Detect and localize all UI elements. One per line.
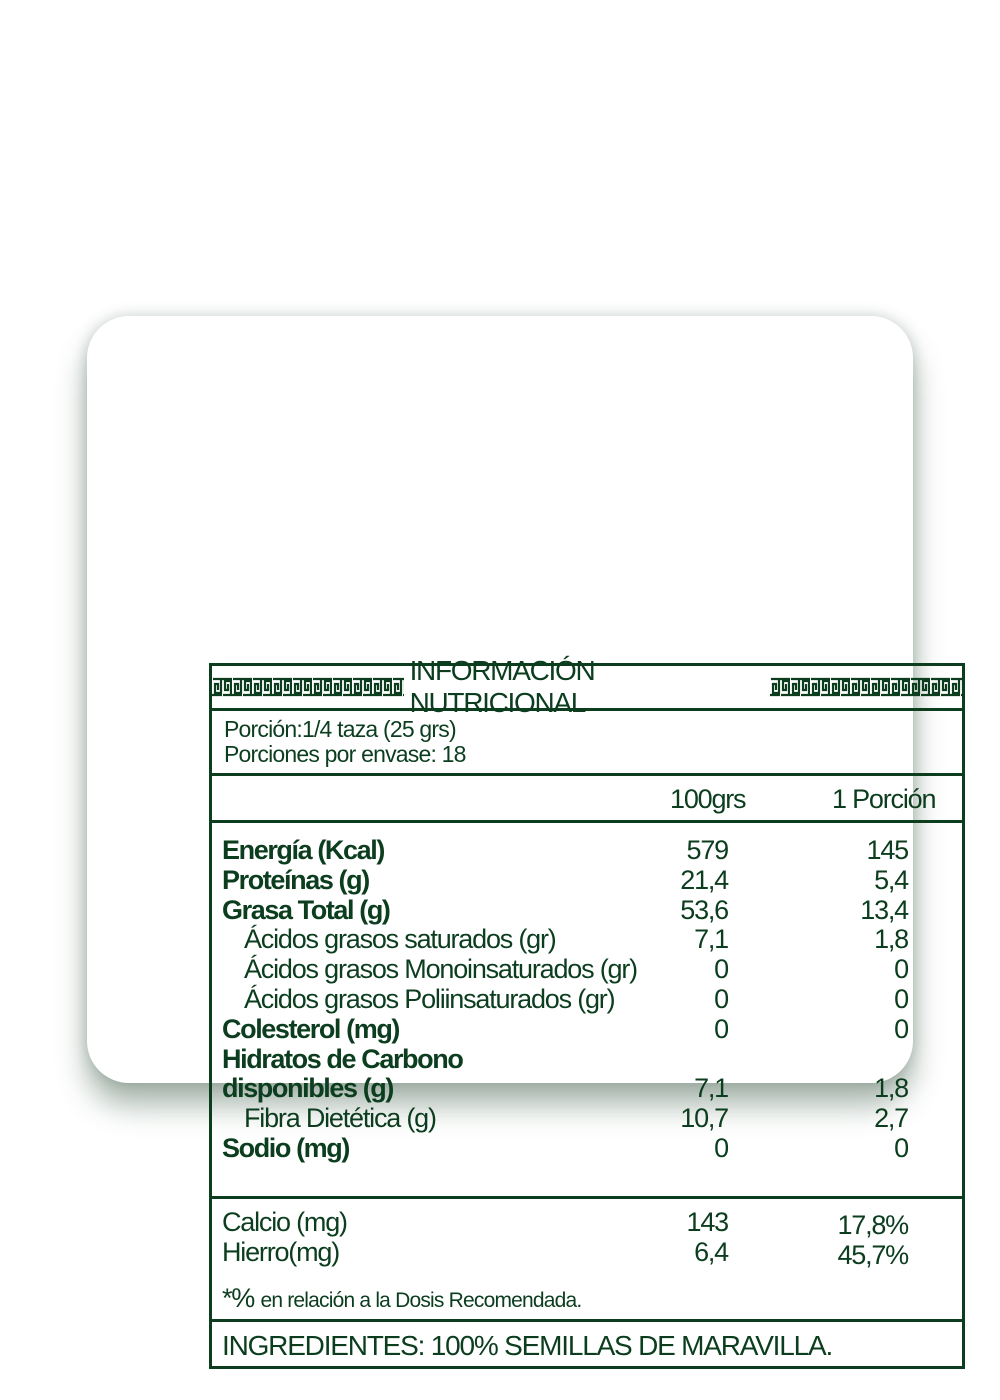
mineral-value-100g: 6,4 bbox=[694, 1237, 729, 1267]
nutrient-label: disponibles (g) bbox=[222, 1073, 394, 1104]
nutrient-value-portion: 0 bbox=[894, 954, 909, 985]
nutrient-value-portion: 0 bbox=[894, 1013, 909, 1044]
nutrient-value-portion: 13,4 bbox=[860, 894, 909, 925]
nutrient-value-100g: 7,1 bbox=[694, 924, 729, 955]
nutrient-value-100g: 53,6 bbox=[680, 894, 729, 925]
mineral-value-portion: 17,8% bbox=[837, 1210, 909, 1240]
nutrient-value-portion: 0 bbox=[894, 1133, 909, 1163]
mineral-value-100g: 143 bbox=[686, 1207, 730, 1237]
nutrient-value-100g: 0 bbox=[714, 1133, 729, 1163]
serving-size: Porción:1/4 taza (25 grs) bbox=[224, 716, 457, 742]
nutrients-section: Energía (Kcal) 579 145 Proteínas (g) 21,… bbox=[212, 823, 962, 1199]
nutrient-value-portion: 2,7 bbox=[874, 1103, 909, 1134]
greek-key-left-icon bbox=[212, 677, 404, 697]
nutrient-value-100g: 0 bbox=[714, 954, 729, 985]
minerals-section: Calcio (mg) 143 17,8% Hierro(mg) 6,4 45,… bbox=[212, 1199, 962, 1322]
serving-section: Porción:1/4 taza (25 grs) Porciones por … bbox=[212, 711, 962, 776]
nutrient-value-portion: 145 bbox=[866, 835, 910, 865]
column-header-100g: 100grs bbox=[670, 784, 747, 814]
nutrient-value-100g: 10,7 bbox=[680, 1103, 729, 1134]
nutrient-value-portion: 1,8 bbox=[874, 1073, 909, 1104]
nutrition-table: INFORMACIÓN NUTRICIONAL Porción:1/4 taza… bbox=[209, 655, 965, 1369]
footnote: *% en relación a la Dosis Recomendada. bbox=[222, 1283, 582, 1316]
title-row: INFORMACIÓN NUTRICIONAL bbox=[212, 655, 962, 718]
ingredients: INGREDIENTES: 100% SEMILLAS DE MARAVILLA… bbox=[222, 1330, 833, 1361]
nutrient-label: Fibra Dietética (g) bbox=[244, 1103, 437, 1134]
nutrient-label: Ácidos grasos Monoinsaturados (gr) bbox=[244, 954, 638, 985]
nutrient-value-portion: 1,8 bbox=[874, 924, 909, 955]
nutrient-value-100g: 21,4 bbox=[680, 864, 729, 895]
nutrient-label: Grasa Total (g) bbox=[222, 894, 391, 925]
column-header-portion: 1 Porción bbox=[832, 784, 936, 814]
nutrient-value-portion: 0 bbox=[894, 984, 909, 1014]
label-title: INFORMACIÓN NUTRICIONAL bbox=[409, 655, 596, 718]
servings-per-package: Porciones por envase: 18 bbox=[224, 741, 466, 767]
nutrient-label: Ácidos grasos Poliinsaturados (gr) bbox=[244, 984, 616, 1014]
nutrient-label: Proteínas (g) bbox=[222, 864, 370, 895]
nutrient-label: Sodio (mg) bbox=[222, 1133, 350, 1163]
greek-key-right-icon bbox=[770, 677, 962, 697]
mineral-label: Calcio (mg) bbox=[222, 1207, 348, 1237]
nutrient-label: Ácidos grasos saturados (gr) bbox=[244, 924, 557, 955]
footnote-marker: *% bbox=[222, 1283, 255, 1313]
column-header-row: 100grs 1 Porción bbox=[212, 776, 962, 823]
mineral-label: Hierro(mg) bbox=[222, 1237, 340, 1267]
nutrient-value-100g: 7,1 bbox=[694, 1073, 729, 1104]
nutrient-value-100g: 579 bbox=[686, 835, 730, 865]
nutrient-label: Colesterol (mg) bbox=[222, 1013, 400, 1044]
mineral-value-portion: 45,7% bbox=[837, 1240, 909, 1270]
footnote-text: en relación a la Dosis Recomendada. bbox=[260, 1289, 582, 1312]
nutrient-label: Hidratos de Carbono bbox=[222, 1043, 464, 1074]
nutrition-label-card: INFORMACIÓN NUTRICIONAL Porción:1/4 taza… bbox=[87, 316, 965, 1369]
nutrient-value-100g: 0 bbox=[714, 1013, 729, 1044]
nutrient-value-portion: 5,4 bbox=[874, 864, 909, 895]
nutrient-value-100g: 0 bbox=[714, 984, 729, 1014]
nutrient-label: Energía (Kcal) bbox=[222, 835, 385, 865]
